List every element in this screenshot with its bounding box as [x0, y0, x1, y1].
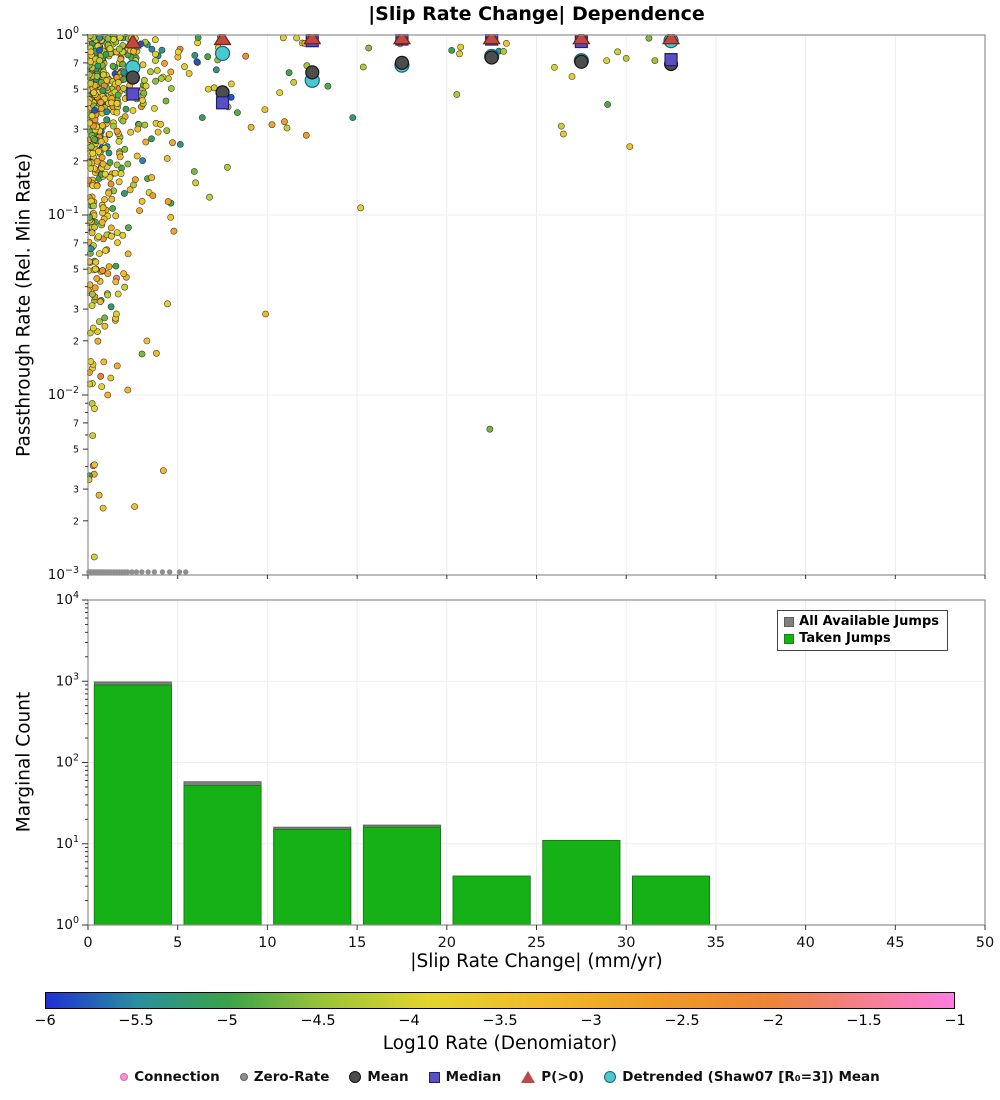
colorbar-tick-label: −1.5: [846, 1013, 882, 1029]
colorbar-ticks: −6 −5.5 −5 −4.5 −4 −3.5 −3 −2.5 −2 −1.5 −1: [34, 1013, 965, 1031]
p-gt0-marker-icon: [521, 1071, 536, 1083]
svg-text:5: 5: [73, 85, 79, 96]
hist-bar-taken: [452, 875, 531, 926]
marker-legend: Connection Zero-Rate Mean Median P(>0) D…: [0, 1069, 1000, 1085]
legend-item-all-available-jumps: All Available Jumps: [784, 614, 939, 629]
colorbar-tick-label: −2: [762, 1013, 784, 1029]
svg-text:5: 5: [73, 265, 79, 276]
axes-ticks: 0 5 10 15 20 25 30 35 40 45 5010010−110−210−323572…: [48, 25, 994, 951]
svg-text:40: 40: [796, 935, 814, 951]
colorbar-tick-label: −3: [580, 1013, 602, 1029]
hist-legend: All Available Jumps Taken Jumps: [777, 610, 948, 651]
legend-item-median: Median: [428, 1069, 502, 1085]
svg-text:2: 2: [73, 336, 79, 347]
hist-bar-taken: [632, 875, 711, 926]
legend-item-zero-rate: Zero-Rate: [239, 1069, 330, 1085]
colorbar-tick-label: −5: [216, 1013, 238, 1029]
svg-text:2: 2: [73, 156, 79, 167]
svg-text:3: 3: [73, 125, 79, 136]
connection-label: Connection: [134, 1069, 220, 1085]
detrended-label: Detrended (Shaw07 [R₀=3]) Mean: [622, 1069, 880, 1085]
colorbar-gradient: [46, 993, 954, 1008]
svg-text:100: 100: [56, 25, 79, 43]
svg-text:102: 102: [56, 753, 79, 771]
svg-text:7: 7: [73, 238, 79, 249]
svg-text:15: 15: [348, 935, 366, 951]
svg-text:5: 5: [173, 935, 182, 951]
hist-bar-taken: [273, 829, 352, 926]
colorbar-tick-label: −4: [398, 1013, 420, 1029]
svg-text:3: 3: [73, 305, 79, 316]
hist-bar-taken: [362, 826, 441, 926]
hist-bar-taken: [93, 684, 172, 926]
svg-text:103: 103: [56, 671, 79, 689]
colorbar-tick-label: −1: [944, 1013, 966, 1029]
svg-text:10−3: 10−3: [48, 565, 79, 583]
colorbar-tick-label: −6: [34, 1013, 56, 1029]
detrended-marker-icon: [604, 1071, 617, 1083]
svg-text:104: 104: [56, 590, 79, 608]
taken-jumps-swatch: [784, 633, 795, 644]
taken-jumps-label: Taken Jumps: [799, 631, 891, 646]
svg-text:30: 30: [617, 935, 635, 951]
histogram-bars: [93, 681, 711, 926]
colorbar: [45, 992, 955, 1009]
mean-label: Mean: [367, 1069, 409, 1085]
median-marker-icon: [428, 1071, 440, 1083]
legend-item-detrended: Detrended (Shaw07 [R₀=3]) Mean: [604, 1069, 880, 1085]
x-axis-label: |Slip Rate Change| (mm/yr): [410, 951, 663, 972]
svg-text:0: 0: [83, 935, 92, 951]
colorbar-tick-label: −4.5: [300, 1013, 336, 1029]
median-label: Median: [445, 1069, 502, 1085]
svg-text:25: 25: [527, 935, 545, 951]
svg-text:10: 10: [258, 935, 276, 951]
svg-text:45: 45: [886, 935, 904, 951]
svg-text:7: 7: [73, 58, 79, 69]
connection-marker-icon: [120, 1073, 129, 1081]
colorbar-tick-label: −5.5: [118, 1013, 154, 1029]
hist-bar-taken: [183, 785, 262, 926]
mean-marker-icon: [349, 1071, 362, 1083]
all-available-jumps-label: All Available Jumps: [799, 614, 939, 629]
all-available-jumps-swatch: [784, 616, 795, 627]
hist-bar-taken: [542, 839, 621, 926]
chart-title: |Slip Rate Change| Dependence: [368, 3, 705, 25]
p-gt0-markers: [123, 34, 681, 49]
scatter-points: [87, 34, 659, 561]
svg-text:3: 3: [73, 485, 79, 496]
p-gt0-label: P(>0): [541, 1069, 585, 1085]
svg-text:101: 101: [56, 834, 79, 852]
legend-item-mean: Mean: [349, 1069, 409, 1085]
svg-text:10−2: 10−2: [48, 385, 79, 403]
zero-rate-label: Zero-Rate: [253, 1069, 330, 1085]
colorbar-tick-label: −2.5: [664, 1013, 700, 1029]
svg-text:2: 2: [73, 516, 79, 527]
legend-item-connection: Connection: [120, 1069, 220, 1085]
svg-text:5: 5: [73, 445, 79, 456]
svg-text:50: 50: [976, 935, 994, 951]
zero-rate-points: [86, 569, 189, 575]
colorbar-label: Log10 Rate (Denomiator): [382, 1033, 618, 1054]
zero-rate-marker-icon: [239, 1073, 248, 1081]
svg-text:35: 35: [707, 935, 725, 951]
plots-svg: 0 5 10 15 20 25 30 35 40 45 5010010−110−210−323572…: [48, 25, 994, 951]
legend-item-p-gt0: P(>0): [521, 1069, 584, 1085]
svg-text:100: 100: [56, 915, 79, 933]
legend-item-taken-jumps: Taken Jumps: [784, 631, 939, 646]
colorbar-tick-label: −3.5: [482, 1013, 518, 1029]
svg-text:20: 20: [438, 935, 456, 951]
svg-text:10−1: 10−1: [48, 205, 79, 223]
svg-text:7: 7: [73, 418, 79, 429]
